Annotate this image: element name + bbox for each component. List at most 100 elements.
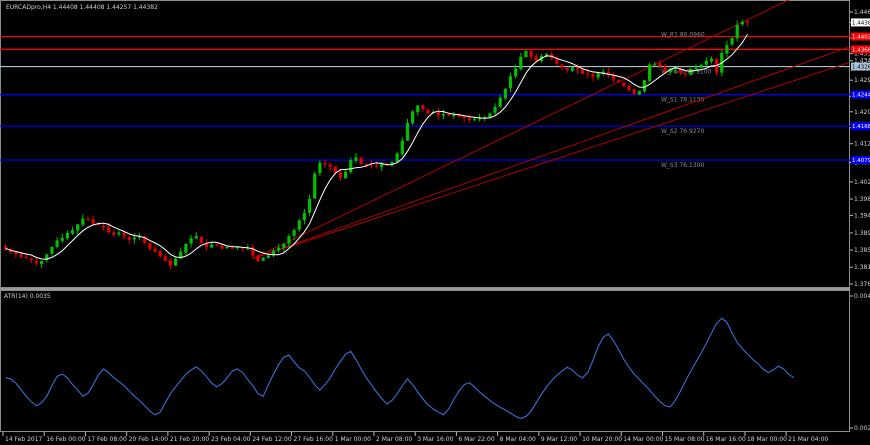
candle-body <box>704 60 708 65</box>
candle <box>271 248 276 258</box>
level-label-w_s2: W_S2 76.9270 <box>661 128 704 135</box>
candle <box>349 157 353 174</box>
candle-body <box>416 105 420 113</box>
candle <box>174 256 178 267</box>
candle-body <box>514 68 518 77</box>
candle <box>122 231 126 240</box>
atr-series-line <box>5 317 795 420</box>
candle-body <box>184 243 188 253</box>
candle-body <box>210 244 214 248</box>
level-tag-bg <box>851 32 870 41</box>
candle-body <box>725 45 729 54</box>
time-axis[interactable]: 14 Feb 2017 16 Feb 00:00 17 Feb 08:00 20 Fe… <box>2 432 828 443</box>
candle-body <box>220 245 224 249</box>
candle-body <box>462 116 466 118</box>
candle <box>189 234 193 248</box>
candle <box>76 224 80 235</box>
atr-line <box>5 317 795 420</box>
candle-body <box>328 164 332 167</box>
candle-body <box>411 111 415 124</box>
candle-body <box>313 173 317 199</box>
candle <box>730 37 734 46</box>
candle-body <box>307 199 312 213</box>
candle-body <box>70 230 75 234</box>
candle-body <box>642 80 647 92</box>
candle <box>395 151 399 163</box>
candle <box>194 232 198 240</box>
candle <box>653 61 657 67</box>
candle-body <box>689 69 693 75</box>
level-tag-text: 1.42440 <box>852 93 870 99</box>
candle <box>642 79 647 93</box>
atr-indicator-panel[interactable] <box>0 290 850 432</box>
time-tick-label: 17 Feb 08:00 <box>87 436 127 443</box>
time-tick-label: 21 Feb 20:00 <box>170 436 210 443</box>
candle <box>127 235 131 244</box>
candle-body <box>447 114 451 116</box>
candle-body <box>457 114 461 117</box>
candle <box>622 82 626 88</box>
candle-body <box>467 117 471 120</box>
candle <box>282 243 286 253</box>
candle-body <box>374 165 379 167</box>
level-tag-w_s2: 1.41680 <box>851 122 870 131</box>
level-tag-w_s1: 1.42440 <box>851 90 870 99</box>
main-price-panel[interactable] <box>0 0 850 288</box>
current-price-text: 1.44382 <box>852 20 870 26</box>
candle-body <box>586 73 590 75</box>
candle-body <box>581 68 585 74</box>
candle <box>344 168 348 179</box>
candle-body <box>735 24 739 39</box>
candle-body <box>452 115 456 117</box>
price-tick-label: 1.39430 <box>854 212 870 219</box>
atr-header: ATR(14) 0.0035 <box>4 293 51 300</box>
candle <box>529 49 533 62</box>
candle <box>694 64 698 70</box>
candle-body <box>179 251 183 259</box>
candle-body <box>3 246 8 249</box>
candle-body <box>137 236 142 238</box>
candle-body <box>426 109 430 114</box>
level-tag-text: 1.41680 <box>852 124 870 130</box>
level-tag-text: 1.40790 <box>852 158 870 164</box>
time-tick-label: 10 Mar 20:00 <box>582 436 622 443</box>
candle-body <box>390 162 394 166</box>
candle <box>50 246 54 256</box>
candle <box>29 257 33 264</box>
candle-body <box>560 64 564 68</box>
candle <box>364 162 368 168</box>
candle <box>292 228 296 241</box>
candle <box>524 49 528 58</box>
candle-body <box>596 73 600 78</box>
level-tag-bg <box>851 156 870 165</box>
candle <box>436 107 440 120</box>
candle-body <box>663 66 667 73</box>
time-tick-label: 27 Feb 16:00 <box>294 436 334 443</box>
candle-body <box>277 247 281 251</box>
candle <box>91 216 95 225</box>
candle-body <box>673 68 677 70</box>
candle-body <box>694 67 698 70</box>
candle-body <box>344 171 348 179</box>
level-tag-text: 1.43260 <box>852 65 870 71</box>
price-tick-label: 1.44650 <box>854 9 870 16</box>
candle-body <box>529 51 533 57</box>
candle <box>81 214 85 227</box>
candle-body <box>168 260 173 266</box>
candle-body <box>143 236 147 244</box>
candle <box>354 152 358 164</box>
candle <box>508 72 513 93</box>
level-tag-w_r2: 1.43660 <box>851 45 870 54</box>
time-tick-label: 14 Feb 2017 <box>5 436 43 443</box>
candle <box>617 79 621 83</box>
candle <box>400 137 404 157</box>
time-tick-label: 8 Mar 04:00 <box>500 436 536 443</box>
candle <box>3 243 8 252</box>
price-axis[interactable]: 1.446501.443821.439901.435801.434001.429… <box>850 9 870 288</box>
candle-body <box>163 256 167 262</box>
candle-body <box>400 140 404 155</box>
